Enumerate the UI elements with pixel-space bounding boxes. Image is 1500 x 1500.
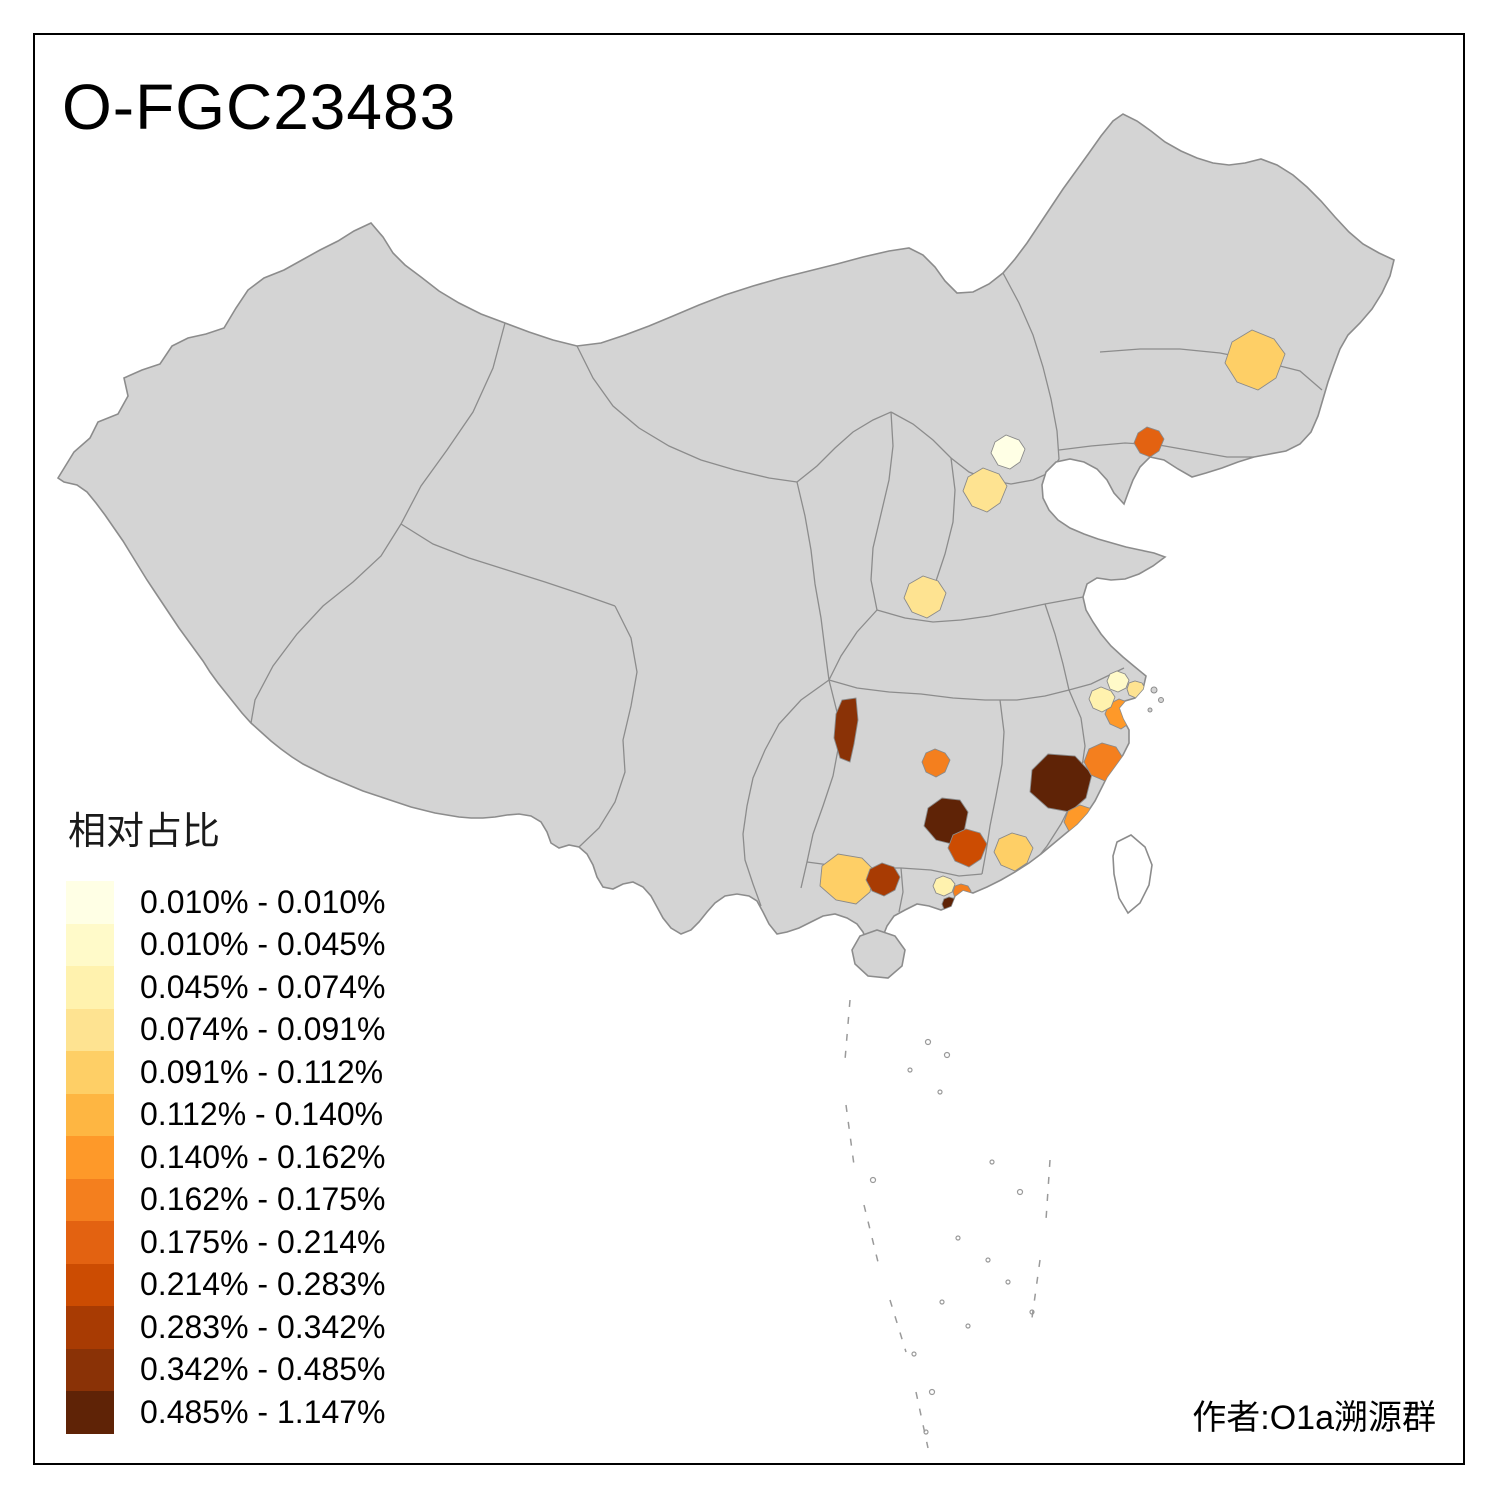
legend-label: 0.214% - 0.283% [140,1266,386,1303]
legend-label: 0.010% - 0.010% [140,883,386,920]
legend-item: 0.091% - 0.112% [66,1051,386,1094]
hainan-island [851,929,906,979]
legend-swatch [66,1051,114,1094]
attribution: 作者:O1a溯源群 [1192,1399,1436,1437]
south-china-sea-islets [869,1038,1035,1435]
legend-item: 0.283% - 0.342% [66,1306,386,1349]
region-guangdong-central-orange [952,883,972,902]
legend-item: 0.162% - 0.175% [66,1178,386,1221]
region-hebei-central [962,467,1008,513]
legend-swatch [66,1221,114,1264]
legend-swatch [66,1178,114,1221]
region-pearl-delta [941,896,959,913]
legend-item: 0.010% - 0.045% [66,923,386,966]
nine-dash-line [844,999,1051,1449]
legend-label: 0.010% - 0.045% [140,926,386,963]
legend-label: 0.175% - 0.214% [140,1223,386,1260]
legend-swatch [66,1306,114,1349]
legend-label: 0.045% - 0.074% [140,968,386,1005]
region-jiangsu-south [1106,670,1130,693]
region-guangdong-north [993,832,1034,872]
legend-swatch [66,1348,114,1391]
region-guangdong-west-pale [932,875,956,897]
legend-item: 0.045% - 0.074% [66,966,386,1009]
legend-item: 0.010% - 0.010% [66,881,386,924]
legend-label: 0.074% - 0.091% [140,1011,386,1048]
legend-title: 相对占比 [68,811,221,853]
legend-swatch [66,1136,114,1179]
region-shanghai-area [1126,680,1146,699]
legend-label: 0.162% - 0.175% [140,1181,386,1218]
legend-item: 0.175% - 0.214% [66,1221,386,1264]
region-northeast-harbin [1224,329,1286,391]
legend-label: 0.140% - 0.162% [140,1138,386,1175]
colored-regions [819,329,1286,913]
legend-label: 0.283% - 0.342% [140,1308,386,1345]
region-guangxi-east [865,862,901,897]
legend-swatch [66,1391,114,1434]
zhoushan-islets [1147,686,1164,713]
region-beijing [990,434,1026,470]
legend-label: 0.091% - 0.112% [140,1053,384,1090]
legend-item: 0.140% - 0.162% [66,1136,386,1179]
region-hunan-central [921,748,951,778]
legend-item: 0.485% - 1.147% [66,1391,386,1434]
region-hunan-south [947,828,988,868]
legend-swatch [66,1263,114,1306]
legend-swatch [66,966,114,1009]
legend-swatch [66,881,114,924]
legend-swatch [66,1008,114,1051]
legend: 相对占比 0.010% - 0.010% 0.010% - 0.045% 0.0… [66,800,386,1434]
legend-swatch [66,1093,114,1136]
taiwan-island [1112,834,1153,915]
region-fujian-northwest [1029,753,1093,813]
legend-label: 0.112% - 0.140% [140,1096,384,1133]
region-chongqing-west [833,697,859,763]
region-fujian-coast [1063,804,1099,839]
legend-swatch [66,923,114,966]
region-shanxi-south [903,575,947,619]
region-guangxi-central [819,853,875,905]
region-liaoning-west [1133,426,1165,458]
legend-label: 0.485% - 1.147% [140,1393,386,1430]
legend-item: 0.342% - 0.485% [66,1348,386,1391]
legend-item: 0.214% - 0.283% [66,1263,386,1306]
legend-item: 0.074% - 0.091% [66,1008,386,1051]
region-zhejiang-north [1088,686,1116,713]
legend-label: 0.342% - 0.485% [140,1351,386,1388]
legend-item: 0.112% - 0.140% [66,1093,386,1136]
page-title: O-FGC23483 [62,71,457,143]
province-borders [250,272,1323,913]
